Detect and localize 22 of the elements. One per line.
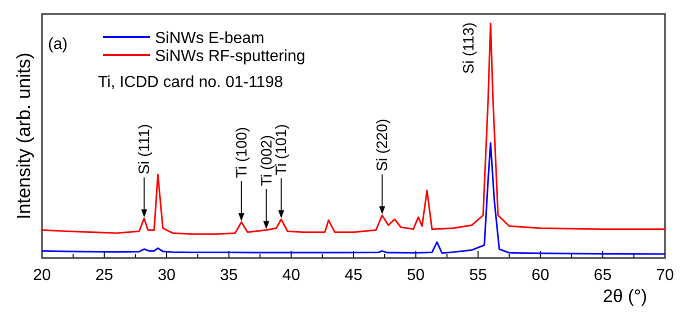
annotation: Ti (002) [258,134,276,186]
x-tick-label: 45 [344,267,362,284]
x-axis-title: 2θ (°) [602,286,648,306]
legend-label: SiNWs RF-sputtering [155,48,306,65]
annotation: Si (111) [136,124,154,174]
x-tick-label: 40 [282,267,300,284]
x-tick-label: 35 [220,267,238,284]
annotation: Si (113) [460,22,478,74]
x-tick-label: 70 [656,267,674,284]
legend-label: SiNWs E-beam [155,30,264,47]
x-tick-label: 65 [594,267,612,284]
x-tick-label: 60 [532,267,550,284]
x-tick-label: 25 [95,267,114,284]
x-tick-label: 30 [158,267,176,284]
x-tick-label: 20 [33,267,51,284]
annotation: Ti, ICDD card no. 01-1198 [98,74,284,91]
annotation: Si (220) [374,118,392,172]
x-tick-label: 50 [406,267,425,284]
y-axis-title: Intensity (arb. units) [14,52,35,220]
annotation: (a) [48,36,68,53]
x-tick-label: 55 [469,267,488,284]
annotation: Ti (100) [233,126,250,178]
